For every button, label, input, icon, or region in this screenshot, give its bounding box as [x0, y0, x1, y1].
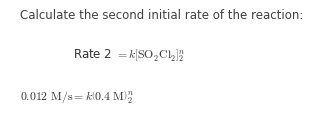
Text: Rate 2 $= k\left[\mathrm{SO_2Cl_2}\right]_2^{n}$: Rate 2 $= k\left[\mathrm{SO_2Cl_2}\right…: [73, 48, 186, 64]
Text: $0.012\ \mathrm{M/s} = k\left(0.4\ \mathrm{M}\right)_2^{n}$: $0.012\ \mathrm{M/s} = k\left(0.4\ \math…: [20, 90, 134, 106]
Text: Calculate the second initial rate of the reaction:: Calculate the second initial rate of the…: [20, 9, 303, 22]
